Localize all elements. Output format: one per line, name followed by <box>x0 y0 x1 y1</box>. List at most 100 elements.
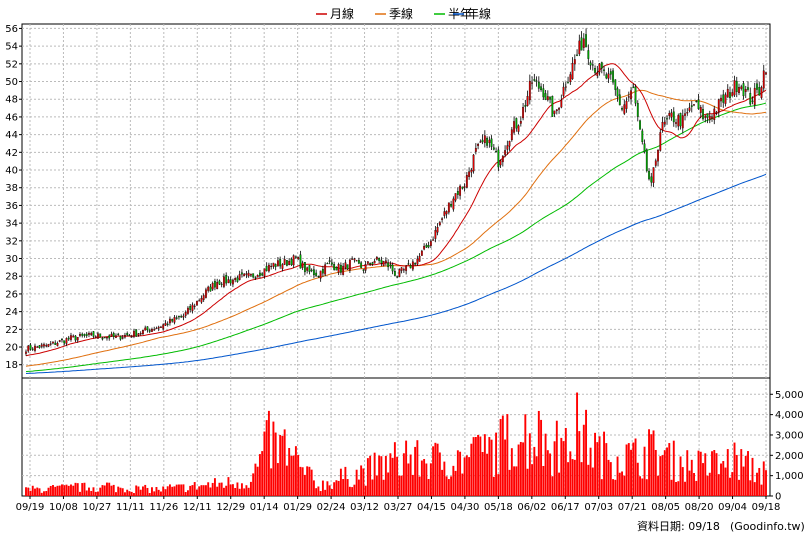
candle-body <box>252 273 255 278</box>
candle-body <box>157 326 160 329</box>
candle-body <box>153 329 156 331</box>
price-tick-label: 18 <box>5 360 18 371</box>
candle-body <box>729 92 731 99</box>
volume-bar <box>74 482 77 496</box>
volume-bar <box>366 458 369 496</box>
candle-body <box>101 338 104 340</box>
candle-body <box>587 50 590 59</box>
candle-body <box>283 259 286 265</box>
volume-bar <box>621 471 624 496</box>
volume-bar <box>459 451 462 496</box>
volume-bar <box>326 481 329 496</box>
candle-body <box>303 262 306 273</box>
candle-body <box>312 269 315 276</box>
candle-body <box>654 160 657 166</box>
volume-bar <box>335 480 338 496</box>
volume-bar <box>513 466 516 496</box>
volume-bars <box>25 392 767 496</box>
candle-body <box>389 264 392 267</box>
candle-body <box>546 96 549 101</box>
price-tick-label: 24 <box>5 307 18 318</box>
half-year-ma-line <box>25 102 767 373</box>
candle-body <box>227 279 230 283</box>
candle-body <box>279 259 282 267</box>
volume-bar <box>43 491 45 496</box>
candle-body <box>582 38 585 48</box>
volume-bar <box>684 481 686 496</box>
volume-bar <box>398 475 401 496</box>
volume-bar <box>312 480 315 496</box>
volume-bar <box>182 484 185 496</box>
candle-body <box>261 273 264 276</box>
candle-body <box>117 333 120 335</box>
volume-bar <box>407 463 410 496</box>
candle-body <box>94 336 97 338</box>
price-tick-label: 30 <box>5 254 18 265</box>
volume-bar <box>146 487 149 496</box>
price-tick-label: 50 <box>5 77 18 88</box>
volume-bar <box>443 461 446 496</box>
candle-body <box>61 339 63 341</box>
volume-bar <box>436 443 439 496</box>
candle-body <box>447 202 450 213</box>
candle-body <box>36 346 39 348</box>
candle-body <box>695 100 698 103</box>
volume-bar <box>362 468 365 496</box>
volume-bar <box>648 429 650 496</box>
date-tick-label: 10/08 <box>49 502 78 513</box>
volume-bar <box>292 455 295 496</box>
volume-bar <box>25 487 27 496</box>
candle-body <box>72 335 75 338</box>
volume-bar <box>420 460 423 496</box>
candle-body <box>578 40 581 55</box>
candle-body <box>519 121 522 124</box>
price-tick-label: 48 <box>5 95 18 106</box>
candle-body <box>281 264 284 269</box>
volume-bar <box>85 490 88 496</box>
volume-bar <box>744 455 747 496</box>
volume-bar <box>222 487 225 496</box>
candle-body <box>474 147 477 152</box>
volume-bar <box>238 488 241 496</box>
candle-body <box>591 64 594 66</box>
candle-body <box>679 113 682 127</box>
candle-body <box>672 111 675 123</box>
candle-body <box>643 143 646 153</box>
candle-body <box>681 115 684 129</box>
volume-bar <box>704 453 707 496</box>
price-tick-label: 40 <box>5 166 18 177</box>
volume-bar <box>142 486 144 496</box>
candle-body <box>387 262 390 268</box>
volume-bar <box>387 472 390 496</box>
volume-bar <box>551 476 554 496</box>
volume-bar <box>285 465 288 496</box>
candle-body <box>524 105 527 107</box>
candle-body <box>495 151 498 153</box>
candle-body <box>477 144 480 146</box>
candle-body <box>675 122 677 124</box>
volume-bar <box>261 451 264 496</box>
candle-body <box>270 265 273 268</box>
volume-bar <box>204 485 207 496</box>
volume-bar <box>567 462 570 496</box>
volume-bar <box>389 453 392 496</box>
candle-body <box>182 315 185 318</box>
price-tick-label: 56 <box>5 24 18 35</box>
volume-bar <box>495 432 498 496</box>
volume-bar <box>117 486 120 496</box>
volume-bar <box>364 485 367 496</box>
volume-bar <box>83 482 86 496</box>
legend-label: 月線 <box>330 6 354 21</box>
date-tick-label: 09/19 <box>16 502 45 513</box>
volume-bar <box>236 482 239 496</box>
candle-body <box>142 330 144 335</box>
price-tick-label: 38 <box>5 183 18 194</box>
candle-body <box>342 265 345 275</box>
candle-body <box>223 276 225 287</box>
volume-bar <box>346 479 349 496</box>
volume-bar <box>605 443 608 496</box>
volume-bar <box>720 463 722 496</box>
legend-item-month: 月線 <box>316 6 354 21</box>
volume-bar <box>447 479 450 496</box>
volume-bar <box>299 466 302 496</box>
